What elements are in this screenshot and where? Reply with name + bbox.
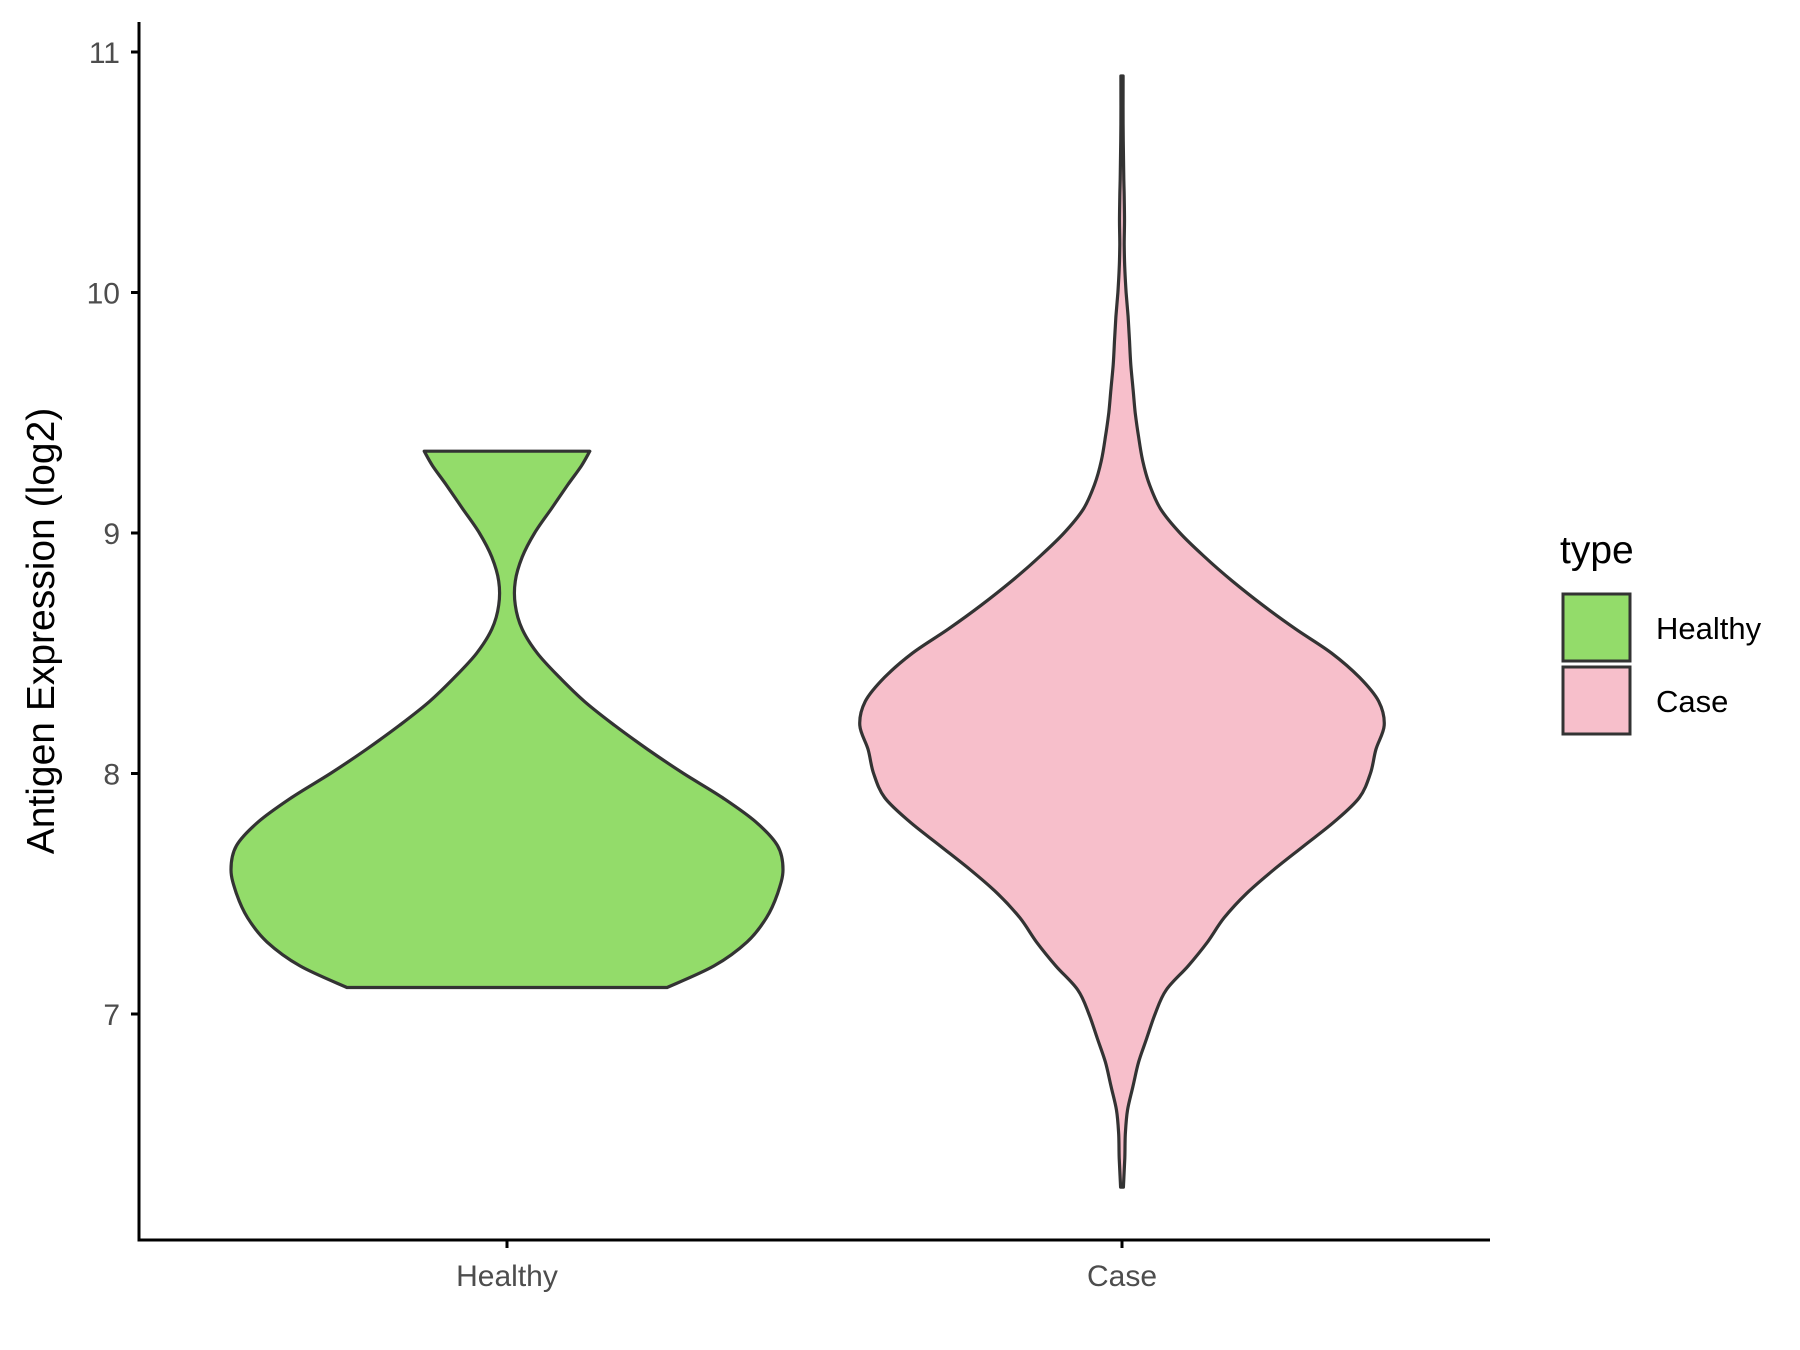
y-tick-label: 9 [103, 518, 120, 551]
y-tick-label: 10 [87, 278, 120, 311]
violin-healthy [229, 449, 785, 990]
axes: 7 8 9 10 11 Healthy Case Antigen Expression (… [20, 22, 1490, 1293]
x-tick-label: Healthy [456, 1260, 558, 1293]
legend-label-case: Case [1656, 684, 1728, 719]
y-axis-title: Antigen Expression (log2) [20, 408, 63, 855]
x-tick-label: Case [1087, 1260, 1157, 1293]
legend: type Healthy Case [1560, 529, 1762, 736]
legend-entries: Healthy Case [1561, 592, 1762, 736]
legend-key-case [1561, 665, 1632, 736]
y-tick-label: 11 [89, 37, 120, 70]
legend-label-healthy: Healthy [1656, 611, 1762, 646]
plot-area [229, 74, 1386, 1189]
y-ticks: 7 8 9 10 11 [87, 37, 139, 1032]
x-ticks: Healthy Case [456, 1240, 1157, 1293]
y-tick-label: 7 [103, 999, 120, 1032]
violin-case [858, 74, 1386, 1189]
legend-title: type [1560, 529, 1634, 572]
y-tick-label: 8 [103, 759, 120, 792]
legend-key-healthy [1561, 592, 1632, 663]
